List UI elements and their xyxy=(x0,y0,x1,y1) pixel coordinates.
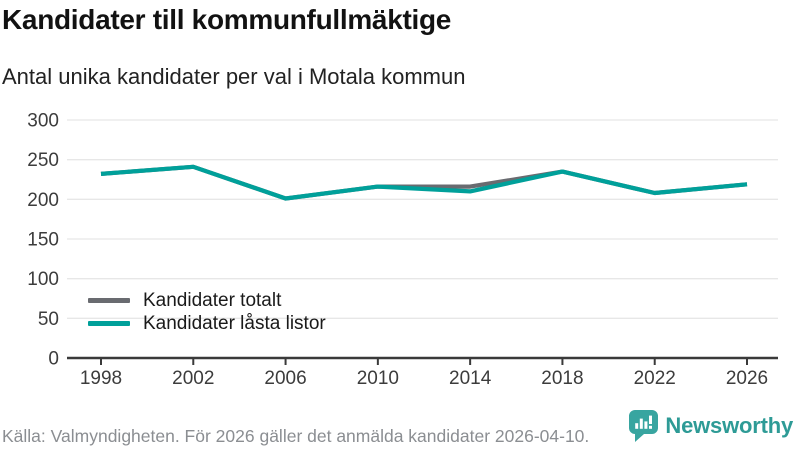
chart-legend: Kandidater totalt Kandidater låsta listo… xyxy=(88,289,326,335)
legend-swatch-lasta-listor xyxy=(88,321,130,326)
x-tick-label: 2022 xyxy=(634,368,676,389)
legend-item-lasta-listor: Kandidater låsta listor xyxy=(88,312,326,335)
x-tick-label: 2026 xyxy=(726,368,768,389)
legend-label-lasta-listor: Kandidater låsta listor xyxy=(143,313,326,334)
newsworthy-logo[interactable]: Newsworthy xyxy=(629,410,793,442)
page-title: Kandidater till kommunfullmäktige xyxy=(2,4,452,35)
x-tick-label: 2006 xyxy=(264,368,306,389)
y-tick-label: 150 xyxy=(27,230,59,251)
y-tick-label: 0 xyxy=(48,349,59,370)
y-tick-label: 100 xyxy=(27,269,59,290)
legend-item-totalt: Kandidater totalt xyxy=(88,289,326,312)
newsworthy-wordmark: Newsworthy xyxy=(665,413,793,438)
legend-label-totalt: Kandidater totalt xyxy=(143,290,282,311)
series-line-kandidater-l-sta-listor xyxy=(100,164,748,201)
y-tick-label: 300 xyxy=(27,111,59,132)
y-tick-label: 250 xyxy=(27,150,59,171)
source-note: Källa: Valmyndigheten. För 2026 gäller d… xyxy=(2,426,590,446)
x-tick-label: 1998 xyxy=(80,368,122,389)
x-tick-label: 2018 xyxy=(541,368,583,389)
y-tick-label: 50 xyxy=(38,309,59,330)
x-tick-label: 2002 xyxy=(172,368,214,389)
x-tick-label: 2010 xyxy=(357,368,399,389)
bar-chart-speech-bubble-icon xyxy=(629,410,659,442)
y-tick-label: 200 xyxy=(27,190,59,211)
x-tick-label: 2014 xyxy=(449,368,492,389)
legend-swatch-totalt xyxy=(88,298,130,303)
chart-subtitle: Antal unika kandidater per val i Motala … xyxy=(2,64,466,89)
